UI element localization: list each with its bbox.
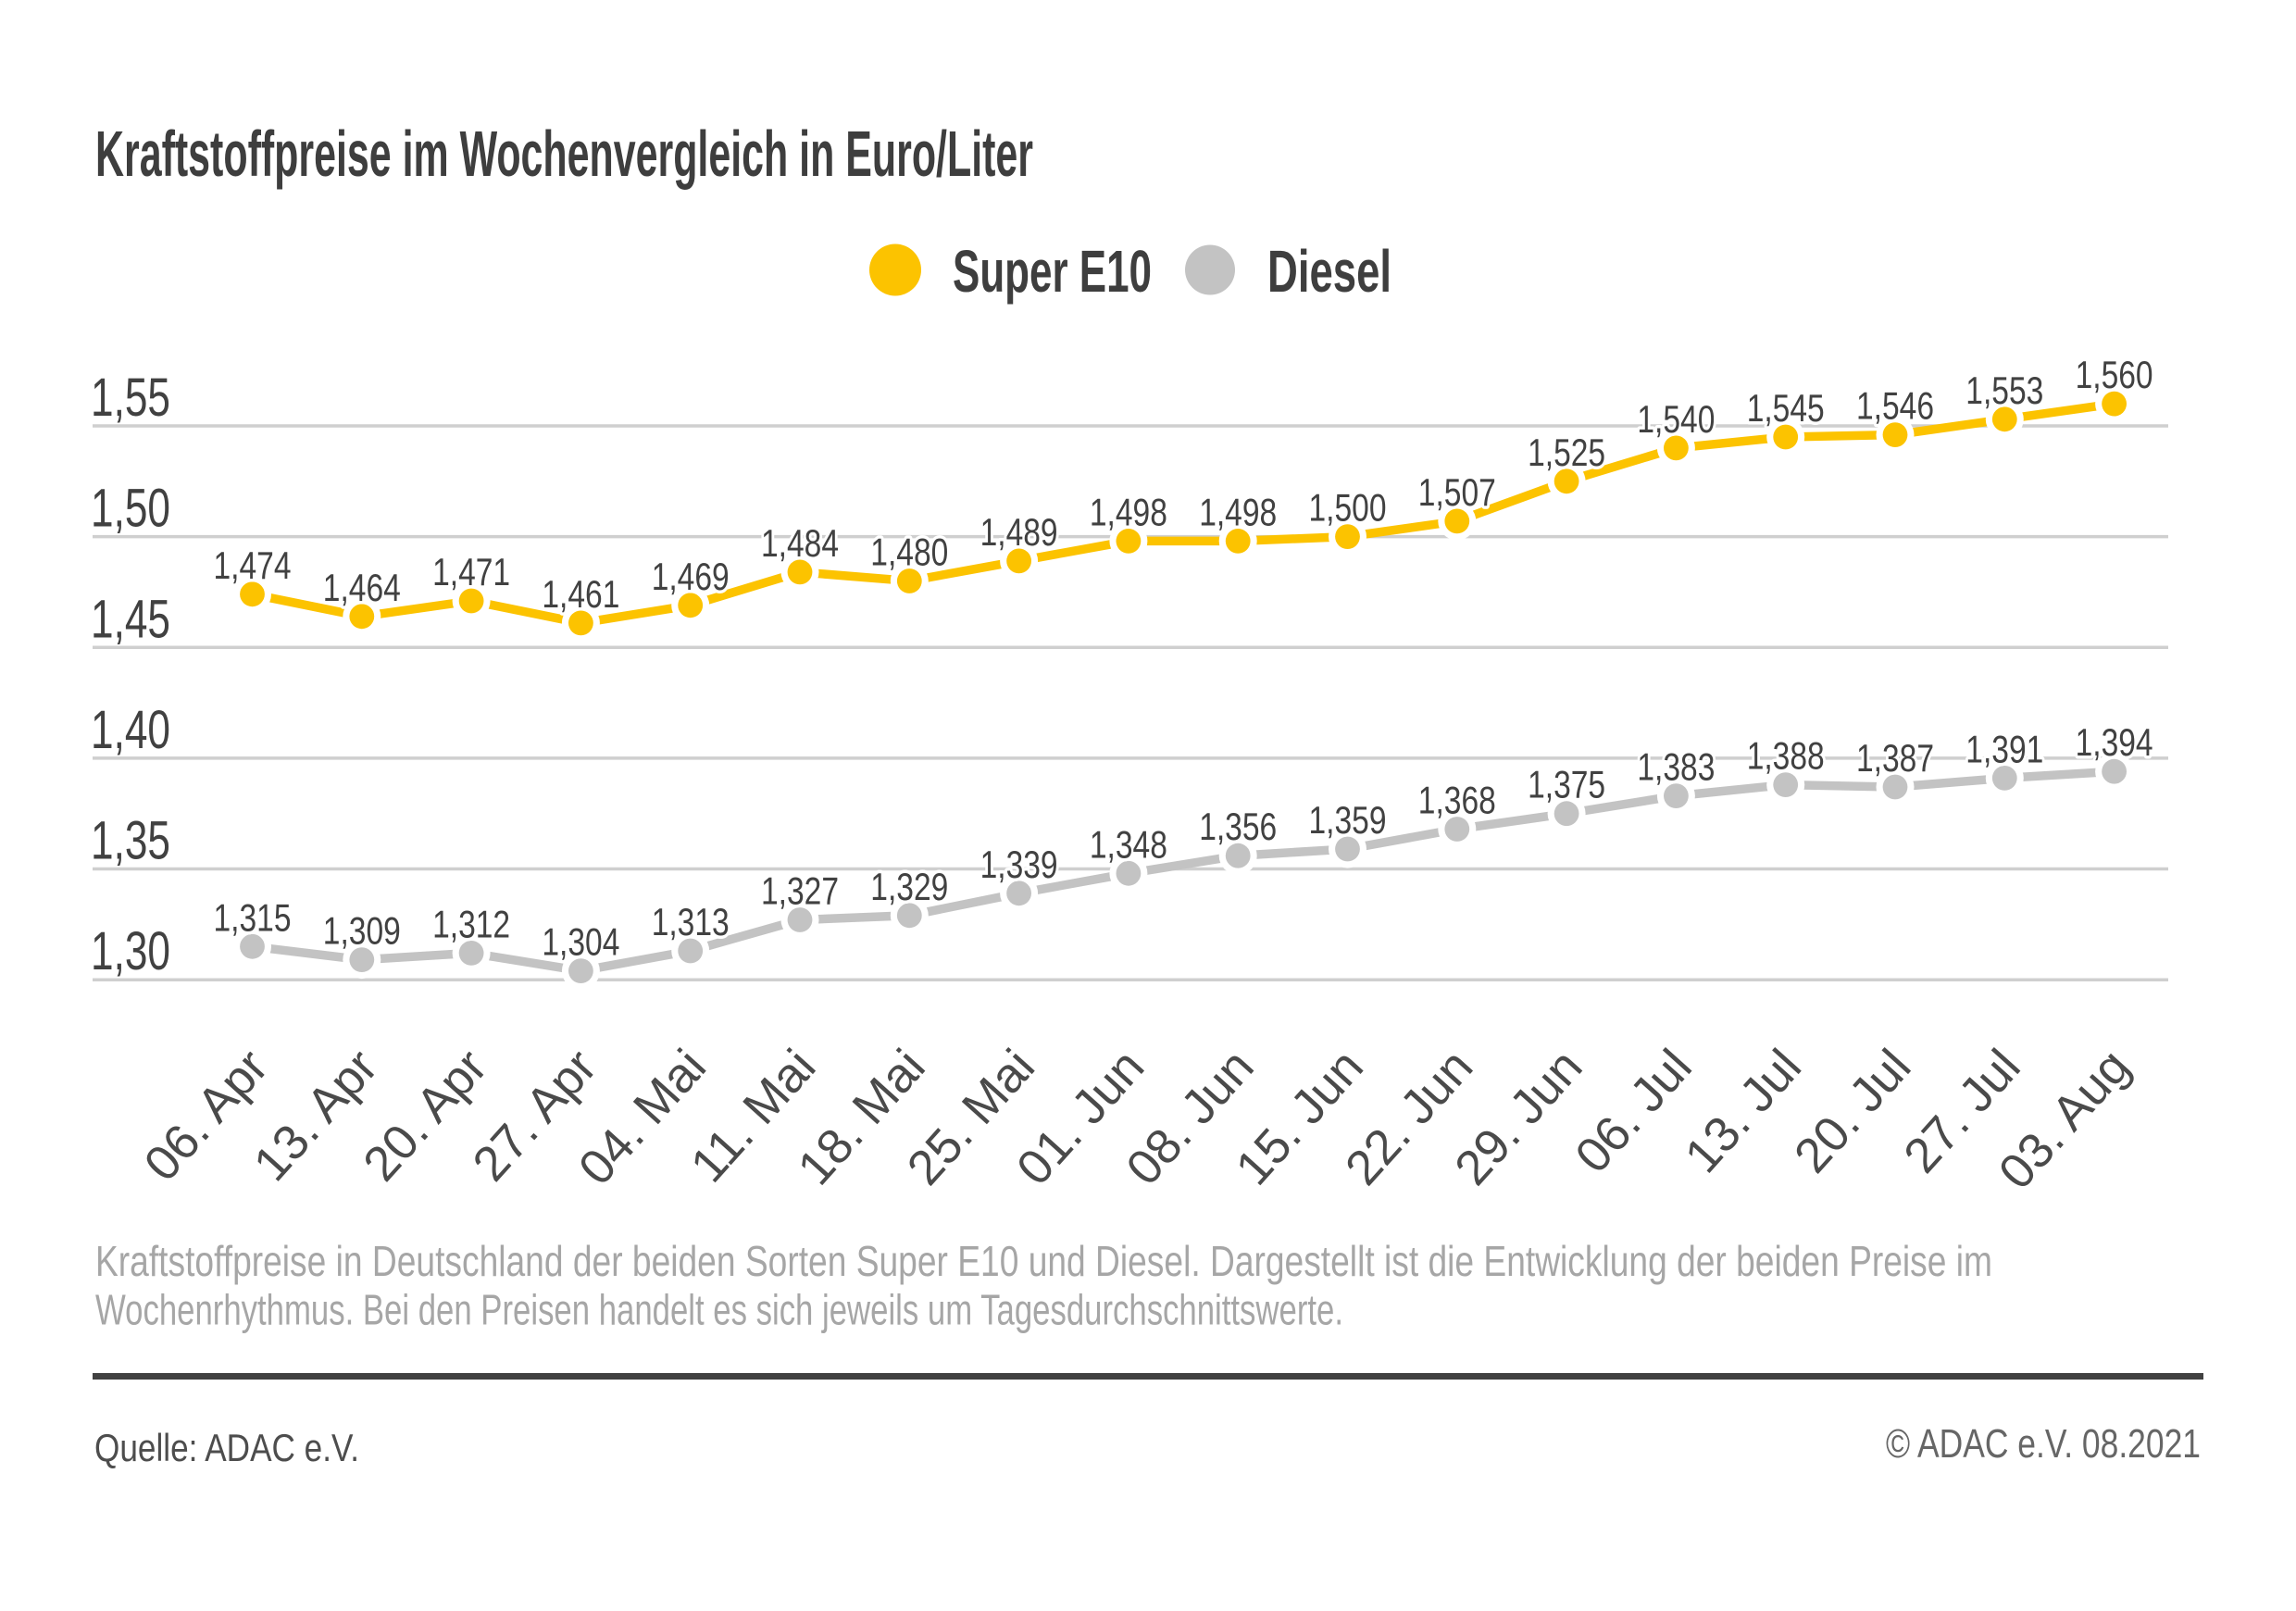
svg-text:1,474: 1,474 <box>214 543 292 587</box>
svg-text:1,540: 1,540 <box>1637 397 1715 441</box>
svg-text:1,484: 1,484 <box>761 521 839 565</box>
svg-text:1,391: 1,391 <box>1965 727 2043 770</box>
svg-text:Quelle: ADAC e.V.: Quelle: ADAC e.V. <box>94 1426 359 1469</box>
svg-text:Wochenrhythmus. Bei den Preise: Wochenrhythmus. Bei den Preisen handelt … <box>95 1286 1343 1334</box>
svg-text:1,461: 1,461 <box>542 572 619 616</box>
svg-text:1,464: 1,464 <box>323 566 401 609</box>
svg-text:1,553: 1,553 <box>1965 368 2043 412</box>
svg-text:Kraftstoffpreise im Wochenverg: Kraftstoffpreise im Wochenvergleich in E… <box>95 118 1033 190</box>
svg-text:1,356: 1,356 <box>1199 805 1277 848</box>
svg-text:1,339: 1,339 <box>980 843 1058 886</box>
svg-text:1,40: 1,40 <box>91 700 170 760</box>
svg-text:1,35: 1,35 <box>91 811 170 871</box>
svg-text:1,312: 1,312 <box>432 902 510 945</box>
svg-text:1,375: 1,375 <box>1528 763 1605 806</box>
svg-text:1,469: 1,469 <box>652 555 730 598</box>
svg-text:1,50: 1,50 <box>91 479 170 539</box>
svg-text:1,359: 1,359 <box>1309 798 1387 842</box>
svg-text:1,471: 1,471 <box>432 550 510 593</box>
svg-text:1,489: 1,489 <box>980 510 1058 554</box>
svg-text:1,545: 1,545 <box>1747 386 1825 430</box>
svg-text:1,45: 1,45 <box>91 589 170 649</box>
svg-text:1,560: 1,560 <box>2076 353 2153 396</box>
svg-text:1,394: 1,394 <box>2076 720 2153 764</box>
svg-text:Diesel: Diesel <box>1267 238 1391 305</box>
svg-text:© ADAC e.V. 08.2021: © ADAC e.V. 08.2021 <box>1886 1421 2201 1467</box>
svg-text:1,30: 1,30 <box>91 921 170 981</box>
svg-text:1,500: 1,500 <box>1309 486 1387 530</box>
svg-text:1,304: 1,304 <box>542 920 619 964</box>
svg-text:1,327: 1,327 <box>761 869 839 913</box>
svg-text:1,368: 1,368 <box>1418 779 1496 822</box>
svg-text:1,329: 1,329 <box>870 865 948 908</box>
svg-text:Super E10: Super E10 <box>953 238 1152 305</box>
svg-text:1,480: 1,480 <box>870 531 948 574</box>
svg-text:1,313: 1,313 <box>652 900 730 943</box>
svg-text:1,315: 1,315 <box>214 895 292 939</box>
svg-text:Kraftstoffpreise in Deutschlan: Kraftstoffpreise in Deutschland der beid… <box>95 1237 1992 1285</box>
svg-text:1,348: 1,348 <box>1090 822 1167 866</box>
svg-text:1,383: 1,383 <box>1637 745 1715 789</box>
svg-text:1,498: 1,498 <box>1199 490 1277 533</box>
svg-text:1,387: 1,387 <box>1856 736 1934 780</box>
svg-text:1,55: 1,55 <box>91 368 170 428</box>
svg-text:1,525: 1,525 <box>1528 431 1605 474</box>
svg-text:1,546: 1,546 <box>1856 384 1934 428</box>
svg-text:1,309: 1,309 <box>323 909 401 953</box>
svg-text:1,388: 1,388 <box>1747 734 1825 778</box>
svg-text:1,498: 1,498 <box>1090 490 1167 533</box>
svg-text:1,507: 1,507 <box>1418 470 1496 514</box>
